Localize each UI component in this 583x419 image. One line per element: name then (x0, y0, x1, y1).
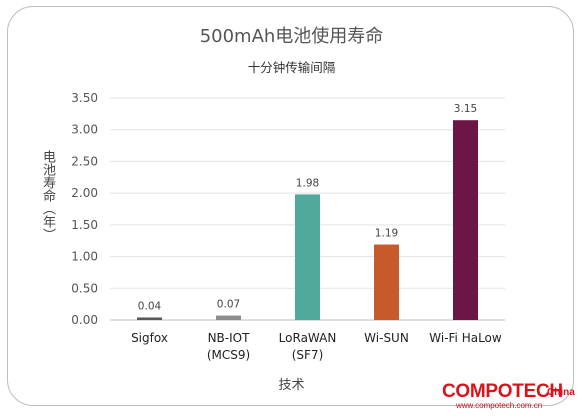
category-label: NB-IOT (208, 331, 251, 345)
category-label: Wi-SUN (364, 331, 409, 345)
y-axis-label: 电池寿命（年） (40, 150, 55, 241)
data-label: 1.98 (296, 177, 319, 189)
category-label-line2: (MCS9) (207, 348, 250, 362)
y-tick-label: 2.50 (71, 154, 98, 168)
chart-card (7, 6, 574, 406)
bar (453, 120, 478, 320)
y-tick-label: 0.00 (71, 313, 98, 327)
bar (374, 244, 399, 320)
y-tick-label: 3.50 (71, 91, 98, 105)
y-tick-label: 0.50 (71, 281, 98, 295)
compotech-watermark: COMPOTECH China www.compotech.com.cn (442, 381, 582, 411)
chart-title: 500mAh电池使用寿命 (199, 26, 384, 47)
bar (295, 194, 320, 320)
data-label: 1.19 (375, 228, 398, 240)
x-axis-label: 技术 (278, 378, 305, 393)
data-label: 3.15 (454, 103, 477, 115)
category-label: LoRaWAN (279, 331, 337, 345)
watermark-brand: COMPOTECH (442, 381, 563, 402)
category-label: Wi-Fi HaLow (429, 331, 502, 345)
y-tick-label: 2.00 (71, 186, 98, 200)
category-label: Sigfox (131, 331, 168, 345)
bar (137, 317, 162, 320)
category-label-line2: (SF7) (292, 348, 324, 362)
chart-subtitle: 十分钟传输间隔 (247, 60, 336, 75)
y-tick-label: 1.50 (71, 218, 98, 232)
y-tick-label: 1.00 (71, 250, 98, 264)
data-label: 0.04 (138, 300, 162, 312)
bar (216, 315, 241, 320)
y-tick-labels: 0.00 0.50 1.00 1.50 2.00 2.50 3.00 3.50 (71, 91, 98, 327)
watermark-suffix: China (547, 387, 575, 398)
data-labels: 0.04 0.07 1.98 1.19 3.15 (138, 103, 477, 312)
y-tick-label: 3.00 (71, 123, 98, 137)
bars (137, 120, 478, 320)
data-label: 0.07 (217, 299, 240, 311)
watermark-url: www.compotech.com.cn (456, 401, 543, 410)
category-labels: Sigfox NB-IOT (MCS9) LoRaWAN (SF7) Wi-SUN Wi-F… (131, 331, 502, 362)
